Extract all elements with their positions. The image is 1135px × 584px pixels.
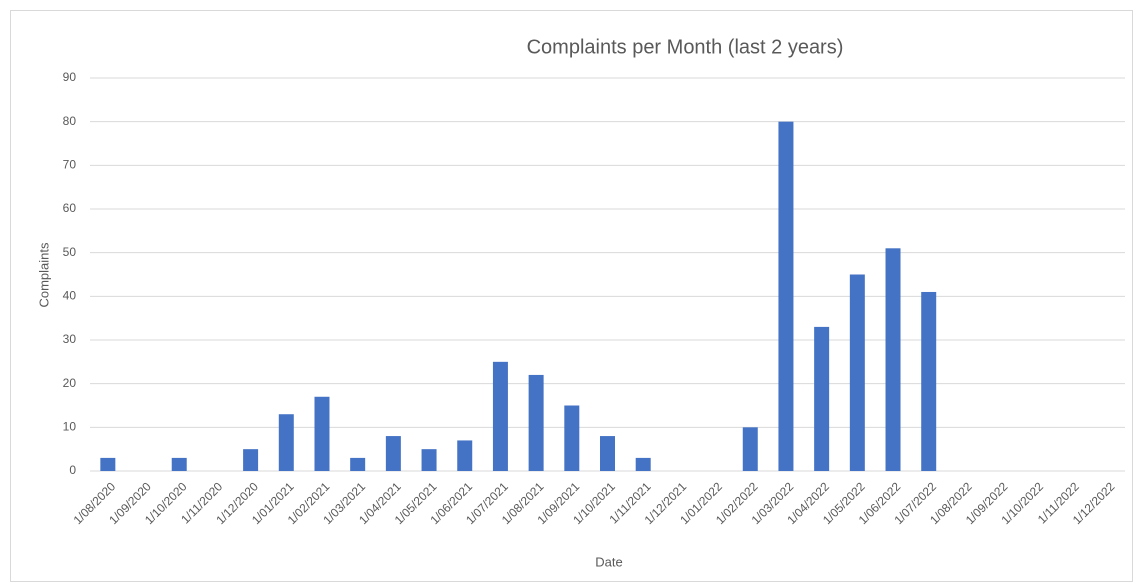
bar <box>885 248 901 471</box>
y-axis-label: Complaints <box>36 242 51 308</box>
bar <box>350 457 366 471</box>
bar <box>742 427 758 471</box>
bar <box>278 414 294 471</box>
y-tick-label: 20 <box>63 376 77 390</box>
x-axis-label: Date <box>595 554 622 569</box>
bar <box>849 274 865 471</box>
bar <box>600 436 615 471</box>
bar <box>243 449 259 471</box>
chart-title: Complaints per Month (last 2 years) <box>527 36 844 58</box>
bar <box>100 457 116 471</box>
bar <box>564 405 580 471</box>
bar <box>814 326 830 471</box>
y-tick-label: 90 <box>63 70 77 84</box>
y-tick-label: 10 <box>63 420 77 434</box>
bar <box>457 440 473 471</box>
y-tick-label: 80 <box>63 114 77 128</box>
bar <box>635 457 651 471</box>
bar <box>492 361 508 471</box>
bar <box>921 291 937 471</box>
y-tick-label: 70 <box>63 158 77 172</box>
bar <box>528 374 544 471</box>
bar <box>314 396 330 471</box>
y-tick-label: 0 <box>69 463 76 477</box>
y-tick-label: 50 <box>63 245 77 259</box>
y-tick-label: 40 <box>63 289 77 303</box>
bar <box>385 436 401 471</box>
y-tick-label: 30 <box>63 332 77 346</box>
y-tick-label: 60 <box>63 201 77 215</box>
bar <box>421 449 437 471</box>
bar <box>778 121 794 472</box>
bar <box>171 457 187 471</box>
